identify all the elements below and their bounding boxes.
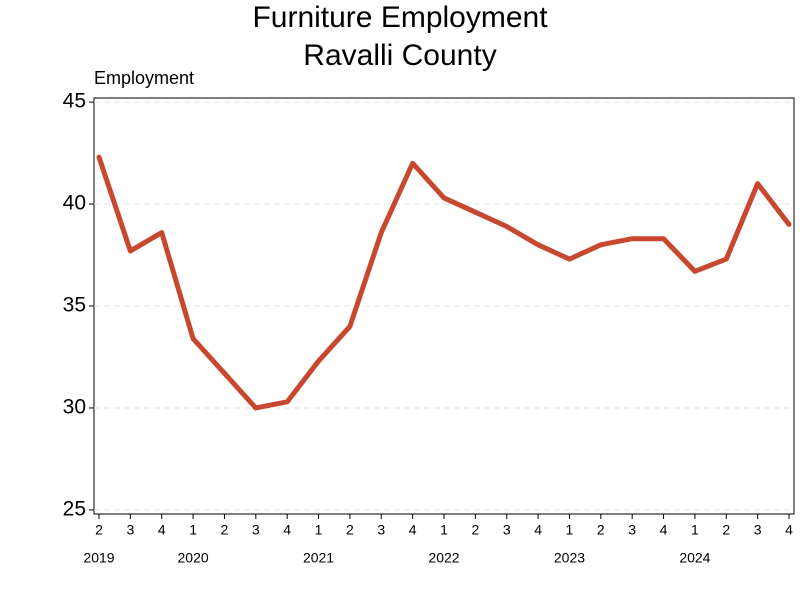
y-axis-label: Employment — [94, 68, 194, 88]
x-tick-label: 4 — [534, 522, 542, 538]
x-tick-label: 3 — [754, 522, 762, 538]
x-tick-label: 1 — [315, 522, 323, 538]
y-tick-label: 40 — [63, 192, 86, 215]
x-tick-label: 1 — [691, 522, 699, 538]
year-label: 2022 — [428, 550, 459, 566]
y-tick-label: 30 — [63, 396, 86, 419]
x-tick-label: 4 — [283, 522, 291, 538]
y-tick-label: 45 — [63, 90, 86, 113]
x-tick-label: 2 — [346, 522, 354, 538]
x-tick-label: 2 — [471, 522, 479, 538]
x-tick-label: 3 — [126, 522, 134, 538]
line — [96, 154, 792, 411]
x-tick-label: 4 — [158, 522, 166, 538]
x-tick-label: 2 — [221, 522, 229, 538]
x-tick-label: 3 — [628, 522, 636, 538]
x-tick-label: 4 — [785, 522, 793, 538]
x-tick-label: 1 — [566, 522, 574, 538]
year-label: 2019 — [83, 550, 114, 566]
x-tick-label: 1 — [440, 522, 448, 538]
y-tick-label: 25 — [63, 497, 86, 520]
x-tick-label: 3 — [252, 522, 260, 538]
x-tick-label: 2 — [597, 522, 605, 538]
x-tick-label: 4 — [660, 522, 668, 538]
year-label: 2020 — [178, 550, 209, 566]
x-tick-label: 2 — [95, 522, 103, 538]
x-tick-label: 2 — [722, 522, 730, 538]
x-tick-label: 3 — [377, 522, 385, 538]
x-tick-label: 1 — [189, 522, 197, 538]
year-label: 2023 — [554, 550, 585, 566]
y-tick-label: 35 — [63, 294, 86, 317]
chart-subtitle: Ravalli County — [303, 39, 496, 72]
year-label: 2024 — [679, 550, 710, 566]
x-tick-label: 4 — [409, 522, 417, 538]
x-tick-label: 3 — [503, 522, 511, 538]
chart-title: Furniture Employment — [252, 1, 548, 34]
year-label: 2021 — [303, 550, 334, 566]
